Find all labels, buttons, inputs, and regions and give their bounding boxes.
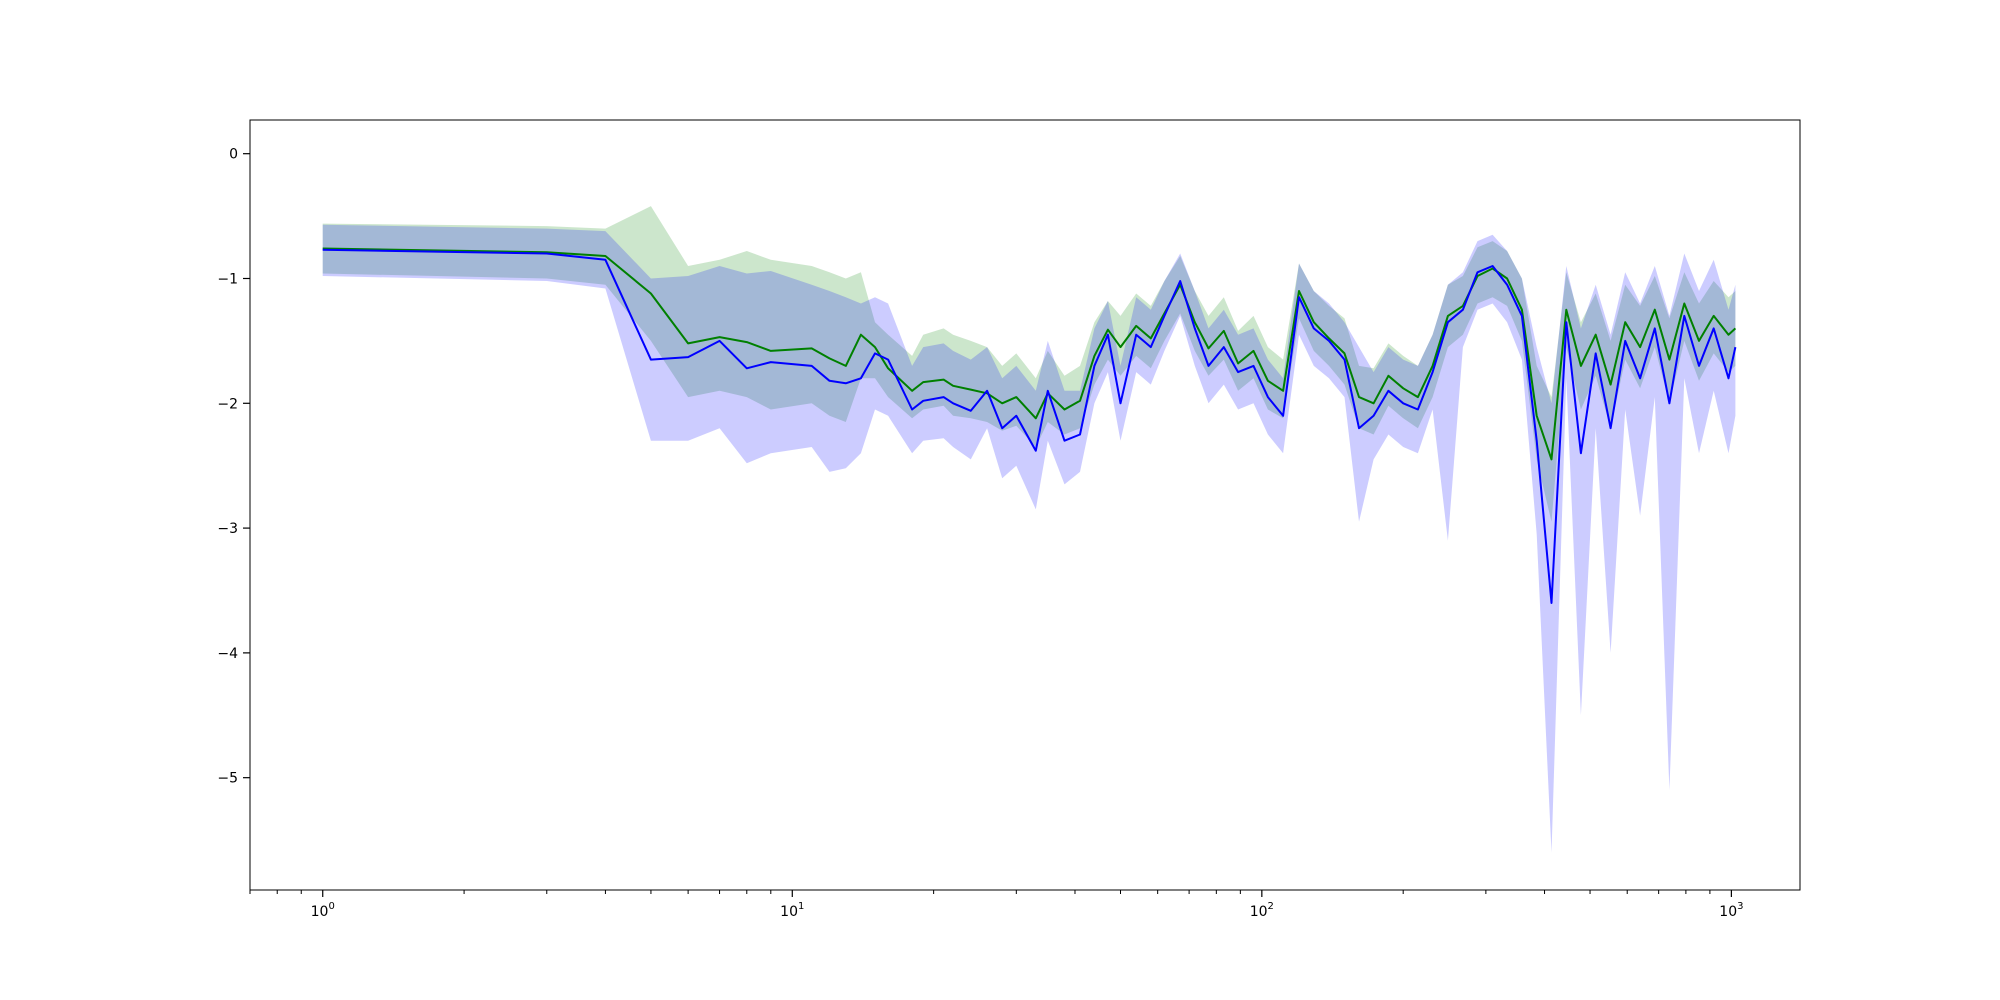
- x-tick-label: 102: [1250, 901, 1274, 920]
- series-0-band: [322, 206, 1736, 522]
- y-tick-label: −4: [217, 646, 238, 662]
- y-tick-label: −1: [217, 271, 238, 287]
- x-tick-label: 101: [780, 901, 804, 920]
- y-tick-label: −3: [217, 521, 238, 537]
- series-0-line: [322, 247, 1737, 461]
- y-tick-label: 0: [229, 147, 238, 163]
- y-tick-label: −2: [217, 396, 238, 412]
- x-tick-label: 103: [1719, 901, 1743, 920]
- plot-frame: [249, 119, 1801, 891]
- series-1-line: [322, 248, 1737, 604]
- x-tick-label: 100: [311, 901, 335, 920]
- series-1-band: [322, 224, 1736, 853]
- series-lines: [322, 247, 1737, 604]
- y-tick-label: −5: [217, 771, 238, 787]
- x-axis: 100 101 102 103: [249, 890, 1743, 920]
- confidence-bands: [322, 206, 1736, 853]
- y-axis: 0 −1 −2 −3 −4 −5: [217, 147, 250, 787]
